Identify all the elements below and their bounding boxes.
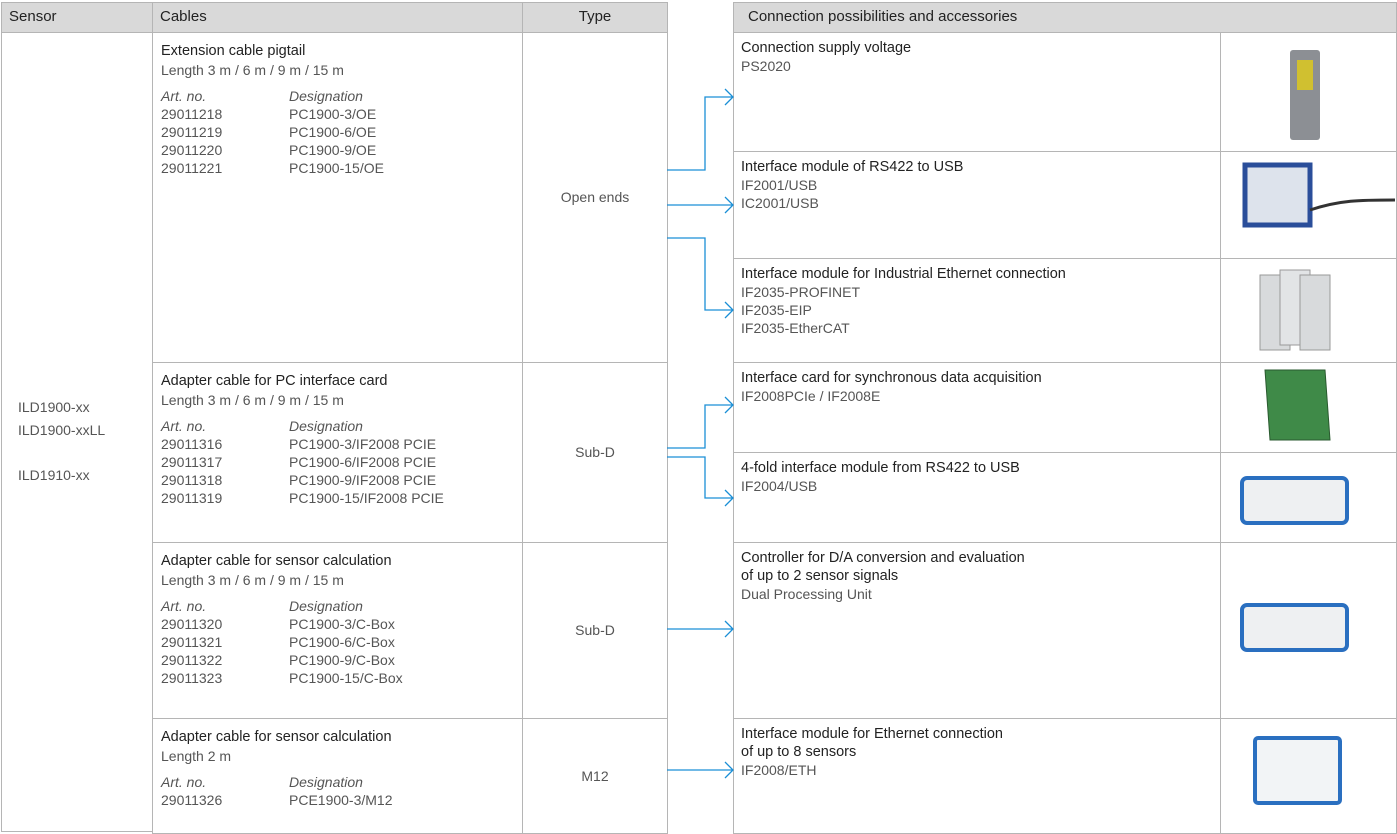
accessory-title: Interface module for Ethernet connection — [741, 726, 1003, 742]
accessory-title: Interface module of RS422 to USB — [741, 159, 964, 175]
column-label: Designation — [289, 418, 363, 434]
article-number: 29011318 — [161, 472, 223, 488]
designation: PC1900-3/C-Box — [289, 616, 395, 632]
article-number: 29011319 — [161, 490, 223, 506]
accessory-title: Interface card for synchronous data acqu… — [741, 370, 1042, 386]
designation: PC1900-9/IF2008 PCIE — [289, 472, 437, 488]
column-label: Art. no. — [161, 598, 207, 614]
designation: PC1900-9/C-Box — [289, 652, 395, 668]
accessory-item: Dual Processing Unit — [741, 586, 872, 602]
arrow — [667, 196, 734, 214]
article-number: 29011221 — [161, 160, 223, 176]
arrow — [667, 761, 734, 779]
cable-type: Open ends — [560, 189, 630, 205]
accessory-title: Interface module for Industrial Ethernet… — [741, 266, 1066, 282]
cell — [733, 2, 1397, 33]
sensor-name: ILD1900-xx — [18, 399, 90, 415]
column-label: Designation — [289, 598, 363, 614]
product-image — [1297, 60, 1313, 90]
designation: PC1900-15/OE — [289, 160, 384, 176]
accessory-item: IF2008PCIe / IF2008E — [741, 388, 881, 404]
cable-type: Sub-D — [575, 622, 615, 638]
product-image — [1242, 162, 1313, 228]
designation: PC1900-6/C-Box — [289, 634, 395, 650]
accessory-title: 4-fold interface module from RS422 to US… — [741, 460, 1020, 476]
article-number: 29011219 — [161, 124, 223, 140]
designation: PC1900-3/OE — [289, 106, 377, 122]
product-image — [1309, 198, 1396, 212]
accessory-title: Connection supply voltage — [741, 40, 912, 56]
cable-title: Adapter cable for sensor calculation — [161, 553, 392, 569]
designation: PC1900-3/IF2008 PCIE — [289, 436, 437, 452]
accessory-item: PS2020 — [741, 58, 791, 74]
product-image — [1253, 736, 1342, 805]
accessory-title: Controller for D/A conversion and evalua… — [741, 550, 1025, 566]
header-text: Type — [578, 8, 612, 25]
designation: PC1900-15/C-Box — [289, 670, 403, 686]
article-number: 29011320 — [161, 616, 223, 632]
column-label: Designation — [289, 774, 363, 790]
arrow — [667, 396, 734, 449]
product-image — [1240, 603, 1349, 652]
cable-title: Adapter cable for sensor calculation — [161, 729, 392, 745]
cable-title: Adapter cable for PC interface card — [161, 373, 388, 389]
accessory-title: of up to 8 sensors — [741, 744, 857, 760]
cell — [522, 2, 668, 33]
accessory-item: IF2035-PROFINET — [741, 284, 861, 300]
accessory-item: IC2001/USB — [741, 195, 819, 211]
article-number: 29011321 — [161, 634, 223, 650]
arrow — [667, 456, 734, 507]
accessory-item: IF2008/ETH — [741, 762, 817, 778]
cable-type: M12 — [581, 767, 609, 784]
article-number: 29011323 — [161, 670, 223, 686]
accessory-item: IF2001/USB — [741, 177, 818, 193]
product-image — [1299, 274, 1331, 351]
cable-length: Length 3 m / 6 m / 9 m / 15 m — [161, 572, 344, 588]
arrow — [667, 88, 734, 171]
column-label: Art. no. — [161, 418, 207, 434]
designation: PC1900-6/OE — [289, 124, 377, 140]
header-text: Cables — [160, 8, 207, 25]
accessory-item: IF2035-EtherCAT — [741, 320, 850, 336]
accessory-item: IF2004/USB — [741, 478, 818, 494]
arrow — [667, 620, 734, 638]
accessory-title: of up to 2 sensor signals — [741, 568, 899, 584]
article-number: 29011326 — [161, 792, 223, 808]
accessory-item: IF2035-EIP — [741, 302, 812, 318]
article-number: 29011316 — [161, 436, 223, 452]
sensor-name: ILD1900-xxLL — [18, 422, 106, 438]
cable-length: Length 3 m / 6 m / 9 m / 15 m — [161, 62, 344, 78]
article-number: 29011218 — [161, 106, 223, 122]
column-label: Art. no. — [161, 774, 207, 790]
arrow — [667, 237, 734, 319]
sensor-name: ILD1910-xx — [18, 467, 90, 483]
cable-length: Length 3 m / 6 m / 9 m / 15 m — [161, 392, 344, 408]
designation: PC1900-6/IF2008 PCIE — [289, 454, 437, 470]
cable-title: Extension cable pigtail — [161, 43, 306, 59]
header-text: Sensor — [9, 8, 57, 25]
article-number: 29011322 — [161, 652, 223, 668]
article-number: 29011317 — [161, 454, 223, 470]
product-images — [1240, 50, 1396, 805]
column-label: Designation — [289, 88, 363, 104]
cable-length: Length 2 m — [161, 748, 232, 764]
product-image — [1264, 369, 1331, 441]
designation: PCE1900-3/M12 — [289, 792, 393, 808]
column-label: Art. no. — [161, 88, 207, 104]
cable-type: Sub-D — [575, 444, 615, 460]
designation: PC1900-9/OE — [289, 142, 377, 158]
product-image — [1240, 476, 1349, 525]
article-number: 29011220 — [161, 142, 223, 158]
designation: PC1900-15/IF2008 PCIE — [289, 490, 444, 506]
header-text: Connection possibilities and accessories — [748, 8, 1018, 25]
